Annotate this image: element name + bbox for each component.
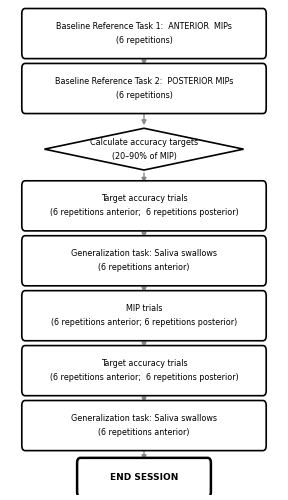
Text: (6 repetitions anterior;  6 repetitions posterior): (6 repetitions anterior; 6 repetitions p… [50, 373, 238, 382]
Text: Generalization task: Saliva swallows: Generalization task: Saliva swallows [71, 414, 217, 423]
FancyBboxPatch shape [22, 8, 266, 58]
FancyBboxPatch shape [22, 181, 266, 231]
Text: END SESSION: END SESSION [110, 473, 178, 482]
Text: Generalization task: Saliva swallows: Generalization task: Saliva swallows [71, 249, 217, 258]
FancyBboxPatch shape [22, 290, 266, 341]
Text: (20–90% of MIP): (20–90% of MIP) [111, 152, 177, 160]
Text: (6 repetitions anterior; 6 repetitions posterior): (6 repetitions anterior; 6 repetitions p… [51, 318, 237, 327]
Text: (6 repetitions anterior;  6 repetitions posterior): (6 repetitions anterior; 6 repetitions p… [50, 208, 238, 218]
Text: (6 repetitions anterior): (6 repetitions anterior) [98, 264, 190, 272]
FancyBboxPatch shape [22, 236, 266, 286]
Text: MIP trials: MIP trials [126, 304, 162, 313]
Text: (6 repetitions anterior): (6 repetitions anterior) [98, 428, 190, 437]
Text: Target accuracy trials: Target accuracy trials [101, 359, 187, 368]
Text: (6 repetitions): (6 repetitions) [115, 36, 173, 45]
Text: Calculate accuracy targets: Calculate accuracy targets [90, 138, 198, 146]
Text: Target accuracy trials: Target accuracy trials [101, 194, 187, 203]
Text: Baseline Reference Task 1:  ANTERIOR  MIPs: Baseline Reference Task 1: ANTERIOR MIPs [56, 22, 232, 31]
Polygon shape [44, 128, 244, 170]
Text: (6 repetitions): (6 repetitions) [115, 91, 173, 100]
FancyBboxPatch shape [22, 400, 266, 450]
FancyBboxPatch shape [77, 458, 211, 497]
FancyBboxPatch shape [22, 346, 266, 396]
Text: Baseline Reference Task 2:  POSTERIOR MIPs: Baseline Reference Task 2: POSTERIOR MIP… [55, 77, 233, 86]
FancyBboxPatch shape [22, 64, 266, 114]
